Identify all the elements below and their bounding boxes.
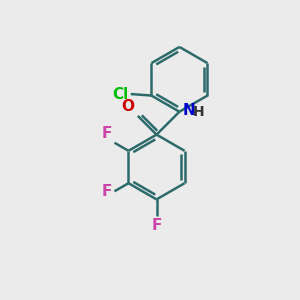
Text: F: F bbox=[102, 184, 112, 200]
Text: F: F bbox=[102, 126, 112, 141]
Text: N: N bbox=[183, 103, 196, 118]
Text: H: H bbox=[193, 105, 204, 119]
Text: F: F bbox=[152, 218, 162, 233]
Text: O: O bbox=[121, 98, 134, 113]
Text: Cl: Cl bbox=[112, 87, 128, 102]
